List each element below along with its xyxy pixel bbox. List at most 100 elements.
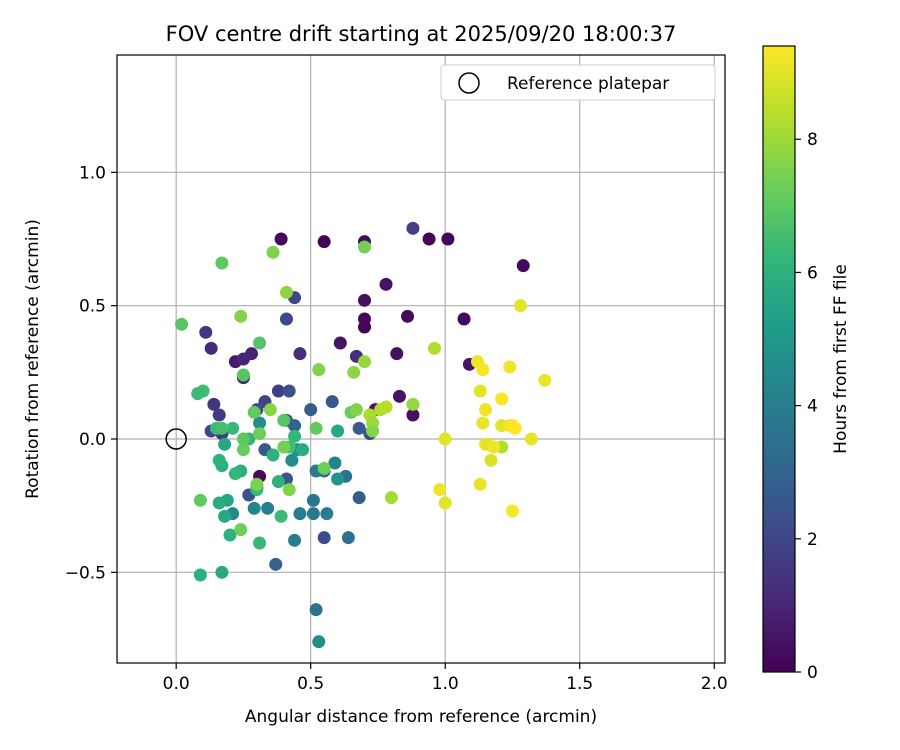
data-point xyxy=(282,384,296,398)
data-point xyxy=(293,347,307,361)
x-axis-ticks: 0.0 0.5 1.0 1.5 2.0 xyxy=(163,663,728,694)
scatter-points xyxy=(175,221,552,649)
data-point xyxy=(215,421,229,435)
data-point xyxy=(358,240,372,254)
data-point xyxy=(263,403,277,417)
x-tick-label: 0.0 xyxy=(163,674,190,694)
y-tick-label: 0.5 xyxy=(79,297,106,317)
data-point xyxy=(406,221,420,235)
data-point xyxy=(325,395,339,409)
data-point xyxy=(236,432,250,446)
data-point xyxy=(261,501,275,515)
data-point xyxy=(352,491,366,505)
legend-label: Reference platepar xyxy=(507,74,669,94)
y-axis-label: Rotation from reference (arcmin) xyxy=(23,219,43,499)
x-tick-label: 2.0 xyxy=(701,674,728,694)
data-point xyxy=(274,509,288,523)
y-axis-ticks: −0.5 0.0 0.5 1.0 xyxy=(65,163,117,583)
data-point xyxy=(384,491,398,505)
data-point xyxy=(333,336,347,350)
data-point xyxy=(433,483,447,497)
chart-title: FOV centre drift starting at 2025/09/20 … xyxy=(166,22,677,46)
data-point xyxy=(204,341,218,355)
data-point xyxy=(236,352,250,366)
data-point xyxy=(309,421,323,435)
y-tick-label: 1.0 xyxy=(79,163,106,183)
reference-marker xyxy=(165,428,187,450)
colorbar-gradient xyxy=(762,45,796,673)
data-point xyxy=(473,477,487,491)
data-point xyxy=(212,496,226,510)
data-point xyxy=(215,256,229,270)
data-point xyxy=(392,389,406,403)
data-point xyxy=(349,403,363,417)
data-point xyxy=(331,424,345,438)
colorbar: 0 2 4 6 8 Hours from first FF file xyxy=(762,45,851,683)
data-point xyxy=(288,419,302,433)
data-point xyxy=(312,635,326,649)
data-point xyxy=(279,285,293,299)
data-point xyxy=(441,232,455,246)
colorbar-tick-label: 2 xyxy=(807,530,818,550)
data-point xyxy=(193,568,207,582)
data-point xyxy=(218,437,232,451)
data-point xyxy=(253,427,267,441)
data-point xyxy=(215,565,229,579)
colorbar-label: Hours from first FF file xyxy=(831,264,851,454)
data-point xyxy=(422,232,436,246)
data-point xyxy=(285,453,299,467)
data-point xyxy=(341,531,355,545)
data-point xyxy=(312,363,326,377)
grid-vertical xyxy=(175,55,715,663)
data-point xyxy=(288,429,302,443)
data-point xyxy=(427,341,441,355)
data-point xyxy=(476,416,490,430)
data-point xyxy=(277,440,291,454)
data-point xyxy=(304,403,318,417)
data-point xyxy=(253,536,267,550)
data-point xyxy=(175,317,189,331)
x-tick-label: 1.0 xyxy=(432,674,459,694)
y-tick-label: 0.0 xyxy=(79,430,106,450)
data-point xyxy=(228,467,242,481)
plot-frame xyxy=(116,54,726,664)
data-point xyxy=(320,507,334,521)
data-point xyxy=(352,421,366,435)
data-point xyxy=(347,365,361,379)
legend: Reference platepar xyxy=(440,64,716,101)
data-point xyxy=(279,312,293,326)
data-point xyxy=(516,259,530,273)
data-point xyxy=(282,483,296,497)
data-point xyxy=(514,299,528,313)
data-point xyxy=(193,493,207,507)
data-point xyxy=(277,413,291,427)
data-point xyxy=(247,501,261,515)
data-point xyxy=(191,387,205,401)
data-point xyxy=(479,403,493,417)
legend-reference-icon xyxy=(458,72,480,94)
data-point xyxy=(271,475,285,489)
data-point xyxy=(390,347,404,361)
colorbar-tick-label: 6 xyxy=(807,263,818,283)
data-point xyxy=(505,504,519,518)
data-point xyxy=(358,355,372,369)
data-point xyxy=(271,384,285,398)
data-point xyxy=(293,507,307,521)
data-point xyxy=(487,440,501,454)
data-point xyxy=(358,320,372,334)
data-point xyxy=(538,373,552,387)
data-point xyxy=(309,603,323,617)
data-point xyxy=(269,557,283,571)
colorbar-tick-label: 8 xyxy=(807,130,818,150)
data-point xyxy=(406,408,420,422)
data-point xyxy=(199,325,213,339)
y-tick-label: −0.5 xyxy=(65,563,106,583)
data-point xyxy=(274,232,288,246)
data-point xyxy=(457,312,471,326)
data-point xyxy=(306,507,320,521)
data-point xyxy=(317,531,331,545)
data-point xyxy=(306,493,320,507)
colorbar-tick-label: 4 xyxy=(807,397,818,417)
data-point xyxy=(236,368,250,382)
data-point xyxy=(331,472,345,486)
